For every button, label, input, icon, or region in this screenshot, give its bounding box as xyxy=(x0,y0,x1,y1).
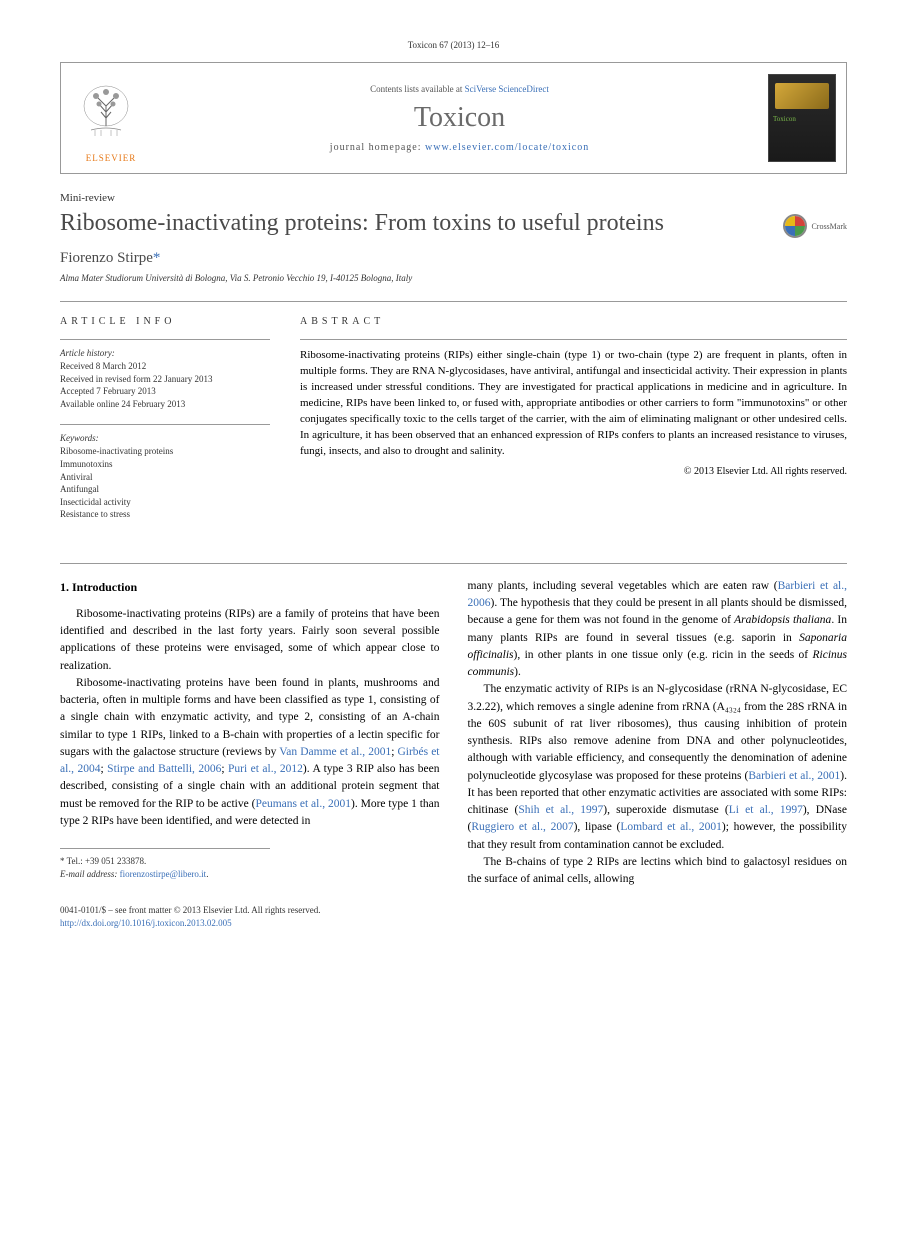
homepage-prefix: journal homepage: xyxy=(330,142,425,153)
abstract-header: ABSTRACT xyxy=(300,316,847,327)
homepage-line: journal homepage: www.elsevier.com/locat… xyxy=(151,142,768,153)
corresponding-tel: * Tel.: +39 051 233878. xyxy=(60,855,270,868)
journal-title: Toxicon xyxy=(151,102,768,134)
paragraph: Ribosome-inactivating proteins have been… xyxy=(60,675,440,830)
text: The enzymatic activity of RIPs is an N-g… xyxy=(468,683,848,781)
keyword: Ribosome-inactivating proteins xyxy=(60,445,270,458)
crossmark-icon xyxy=(783,214,807,238)
citation-link[interactable]: Lombard et al., 2001 xyxy=(620,821,722,833)
crossmark-badge[interactable]: CrossMark xyxy=(783,214,847,238)
body-column-right: many plants, including several vegetable… xyxy=(468,578,848,889)
keywords-label: Keywords: xyxy=(60,433,270,443)
journal-cover-thumbnail: Toxicon xyxy=(768,74,836,162)
history-label: Article history: xyxy=(60,348,270,358)
history-line: Available online 24 February 2013 xyxy=(60,398,270,411)
doi-link[interactable]: http://dx.doi.org/10.1016/j.toxicon.2013… xyxy=(60,918,232,928)
contents-prefix: Contents lists available at xyxy=(370,84,464,94)
paragraph: The enzymatic activity of RIPs is an N-g… xyxy=(468,681,848,854)
text: ), lipase ( xyxy=(574,821,621,833)
issn-line: 0041-0101/$ – see front matter © 2013 El… xyxy=(60,904,847,917)
citation-link[interactable]: Van Damme et al., 2001 xyxy=(279,746,391,758)
article-history-block: Article history: Received 8 March 2012 R… xyxy=(60,339,270,410)
email-link[interactable]: fiorenzostirpe@libero.it xyxy=(120,869,207,879)
divider xyxy=(60,301,847,302)
info-abstract-row: ARTICLE INFO Article history: Received 8… xyxy=(60,316,847,535)
elsevier-logo-block: ELSEVIER xyxy=(71,73,151,163)
divider xyxy=(60,563,847,564)
doi-prefix: http://dx.doi.org/ xyxy=(60,918,121,928)
history-line: Received in revised form 22 January 2013 xyxy=(60,373,270,386)
author-text: Fiorenzo Stirpe xyxy=(60,250,153,266)
corresponding-marker: * xyxy=(153,250,161,266)
keywords-block: Keywords: Ribosome-inactivating proteins… xyxy=(60,424,270,521)
copyright-line: © 2013 Elsevier Ltd. All rights reserved… xyxy=(300,466,847,477)
paragraph: Ribosome-inactivating proteins (RIPs) ar… xyxy=(60,606,440,675)
species-name: Arabidopsis thaliana xyxy=(734,614,831,626)
affiliation: Alma Mater Studiorum Università di Bolog… xyxy=(60,273,847,283)
citation-link[interactable]: Puri et al., 2012 xyxy=(228,763,303,775)
abstract-text: Ribosome-inactivating proteins (RIPs) ei… xyxy=(300,339,847,460)
text: ), in other plants in one tissue only (e… xyxy=(514,649,813,661)
history-line: Accepted 7 February 2013 xyxy=(60,385,270,398)
citation-link[interactable]: Barbieri et al., 2001 xyxy=(748,770,840,782)
email-line: E-mail address: fiorenzostirpe@libero.it… xyxy=(60,868,270,881)
keyword: Antifungal xyxy=(60,483,270,496)
section-heading: 1. Introduction xyxy=(60,578,440,596)
crossmark-label: CrossMark xyxy=(811,222,847,231)
keyword: Antiviral xyxy=(60,471,270,484)
doi-value: 10.1016/j.toxicon.2013.02.005 xyxy=(121,918,232,928)
doi-line: http://dx.doi.org/10.1016/j.toxicon.2013… xyxy=(60,917,847,930)
footnote-separator: * Tel.: +39 051 233878. E-mail address: … xyxy=(60,848,270,880)
citation-link[interactable]: Stirpe and Battelli, 2006 xyxy=(107,763,221,775)
text: ). xyxy=(514,666,521,678)
article-info-header: ARTICLE INFO xyxy=(60,316,270,327)
cover-label: Toxicon xyxy=(773,115,796,123)
sciencedirect-link[interactable]: SciVerse ScienceDirect xyxy=(465,84,549,94)
journal-header: ELSEVIER Contents lists available at Sci… xyxy=(60,62,847,174)
text: many plants, including several vegetable… xyxy=(468,580,778,592)
elsevier-tree-icon xyxy=(71,73,141,153)
citation-link[interactable]: Ruggiero et al., 2007 xyxy=(471,821,573,833)
citation-link[interactable]: Shih et al., 1997 xyxy=(518,804,603,816)
header-center: Contents lists available at SciVerse Sci… xyxy=(151,84,768,153)
author-name: Fiorenzo Stirpe* xyxy=(60,250,847,267)
text: ), superoxide dismutase ( xyxy=(603,804,728,816)
body-column-left: 1. Introduction Ribosome-inactivating pr… xyxy=(60,578,440,889)
body-columns: 1. Introduction Ribosome-inactivating pr… xyxy=(60,578,847,889)
abstract-column: ABSTRACT Ribosome-inactivating proteins … xyxy=(300,316,847,535)
citation-link[interactable]: Peumans et al., 2001 xyxy=(255,798,351,810)
article-type: Mini-review xyxy=(60,192,847,204)
article-info-column: ARTICLE INFO Article history: Received 8… xyxy=(60,316,270,535)
elsevier-wordmark: ELSEVIER xyxy=(71,153,151,163)
history-line: Received 8 March 2012 xyxy=(60,360,270,373)
title-row: Ribosome-inactivating proteins: From tox… xyxy=(60,208,847,238)
contents-available-line: Contents lists available at SciVerse Sci… xyxy=(151,84,768,94)
bottom-references: 0041-0101/$ – see front matter © 2013 El… xyxy=(60,904,847,929)
keyword: Immunotoxins xyxy=(60,458,270,471)
article-title: Ribosome-inactivating proteins: From tox… xyxy=(60,208,763,238)
journal-reference: Toxicon 67 (2013) 12–16 xyxy=(60,40,847,50)
email-label: E-mail address: xyxy=(60,869,117,879)
paragraph: many plants, including several vegetable… xyxy=(468,578,848,682)
keyword: Resistance to stress xyxy=(60,508,270,521)
homepage-link[interactable]: www.elsevier.com/locate/toxicon xyxy=(425,142,589,153)
paragraph: The B-chains of type 2 RIPs are lectins … xyxy=(468,854,848,889)
keyword: Insecticidal activity xyxy=(60,496,270,509)
citation-link[interactable]: Li et al., 1997 xyxy=(729,804,803,816)
